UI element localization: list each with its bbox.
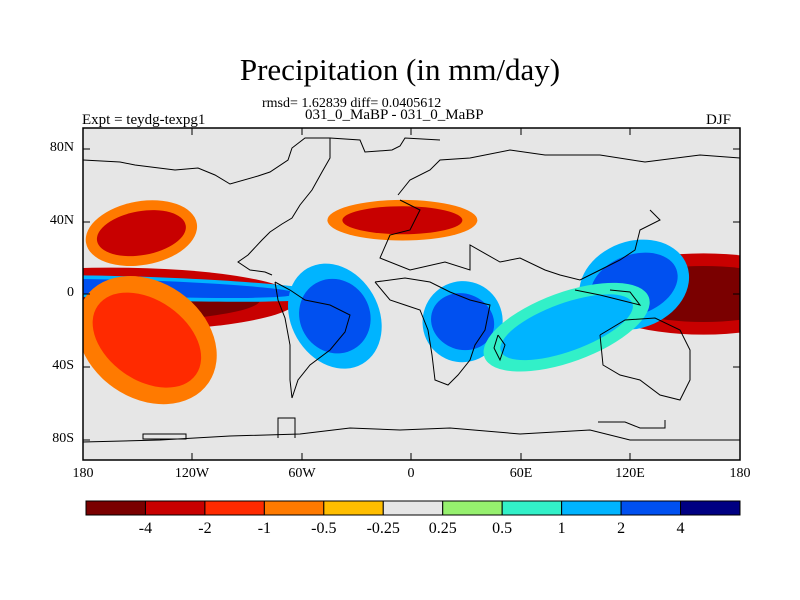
lat-tick-label: 0 (67, 285, 74, 300)
anomaly-core (96, 210, 186, 257)
anomaly-core (92, 292, 202, 388)
colorbar-swatch (323, 500, 384, 516)
anomaly-core (500, 294, 633, 361)
colorbar-swatch (85, 500, 146, 516)
lon-tick-label: 120E (615, 466, 645, 481)
colorbar-swatch (561, 500, 622, 516)
colorbar (85, 500, 741, 516)
colorbar-swatch (620, 500, 682, 516)
anomaly-core (431, 293, 495, 351)
lon-tick-label: 120W (174, 466, 210, 481)
lon-tick-label: 180 (72, 466, 94, 481)
lat-tick-label: 40S (52, 358, 74, 373)
season-label: DJF (706, 112, 732, 128)
colorbar-label: -1 (257, 520, 272, 537)
colorbar-label: 0.25 (428, 520, 457, 537)
anomaly-fields (83, 199, 740, 405)
lat-tick-label: 80S (52, 431, 74, 446)
anomaly-core (342, 206, 463, 235)
colorbar-swatch (680, 500, 741, 516)
axis-ticks (83, 128, 740, 460)
lon-tick-label: 60W (288, 466, 316, 481)
lat-tick-label: 40N (49, 213, 74, 228)
stats-line: rmsd= 1.62839 diff= 0.0405612 (262, 96, 442, 111)
colorbar-swatch (144, 500, 206, 516)
chart-title: Precipitation (in mm/day) (239, 52, 561, 87)
lon-tick-label: 60E (509, 466, 533, 481)
anomaly-core (299, 278, 371, 354)
colorbar-swatch (501, 500, 563, 516)
colorbar-swatch (204, 500, 265, 516)
colorbar-label: -0.25 (366, 520, 400, 537)
colorbar-label: 0.5 (492, 520, 513, 537)
colorbar-label: 4 (676, 520, 685, 537)
colorbar-swatch (382, 500, 444, 516)
colorbar-label: -0.5 (311, 520, 337, 537)
colorbar-label: 2 (617, 520, 626, 537)
experiment-label: Expt = teydg-texpg1 (82, 112, 206, 128)
colorbar-swatch (442, 500, 503, 516)
coastlines (83, 137, 740, 443)
colorbar-label: -2 (198, 520, 212, 537)
colorbar-swatch (263, 500, 325, 516)
lon-tick-label: 180 (729, 466, 751, 481)
lat-tick-label: 80N (49, 140, 74, 155)
lon-tick-label: 0 (407, 466, 415, 481)
colorbar-label: -4 (138, 520, 153, 537)
colorbar-label: 1 (557, 520, 566, 537)
subtitle: 031_0_MaBP - 031_0_MaBP (305, 107, 484, 123)
